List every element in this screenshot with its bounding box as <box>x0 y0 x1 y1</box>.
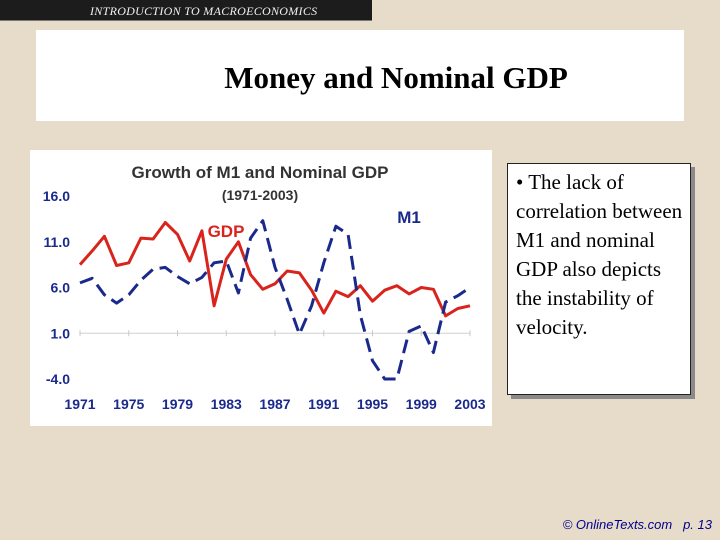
series-label-gdp: GDP <box>208 222 245 241</box>
title-box: Money and Nominal GDP <box>36 30 684 121</box>
x-tick-label: 1979 <box>162 396 193 412</box>
x-tick-label: 2003 <box>454 396 485 412</box>
series-line-m1 <box>79 219 471 381</box>
x-tick-label: 1991 <box>308 396 339 412</box>
banner-text: INTRODUCTION TO MACROECONOMICS <box>90 4 318 18</box>
page-title: Money and Nominal GDP <box>224 60 568 95</box>
x-tick-label: 1995 <box>357 396 388 412</box>
header-banner: INTRODUCTION TO MACROECONOMICS <box>0 0 372 21</box>
y-tick-label: 11.0 <box>44 234 71 250</box>
text-box: • The lack of correlation between M1 and… <box>507 163 691 395</box>
series-labels: GDP M1 <box>208 208 421 241</box>
page-number: p. 13 <box>683 517 712 532</box>
y-tick-label: 1.0 <box>51 325 71 341</box>
chart-title: Growth of M1 and Nominal GDP <box>132 163 389 182</box>
series-group <box>78 219 471 381</box>
footer: © OnlineTexts.com p. 13 <box>563 517 712 532</box>
series-line-gdp <box>78 221 471 318</box>
y-tick-label: 16.0 <box>43 188 70 204</box>
y-tick-label: -4.0 <box>46 371 70 387</box>
copyright-text: © OnlineTexts.com <box>562 517 673 532</box>
bullet-text: • The lack of correlation between M1 and… <box>516 170 683 339</box>
series-label-m1: M1 <box>397 208 421 227</box>
axes: 16.0 11.0 6.0 1.0 -4.0 1971 1975 1979 1983 1987 19… <box>43 188 486 412</box>
x-tick-label: 1987 <box>259 396 290 412</box>
x-tick-label: 1983 <box>211 396 242 412</box>
chart-svg: Growth of M1 and Nominal GDP (1971-2003)… <box>43 163 486 412</box>
chart-container: Growth of M1 and Nominal GDP (1971-2003)… <box>30 150 492 426</box>
chart-subtitle: (1971-2003) <box>222 187 298 203</box>
x-tick-label: 1999 <box>406 396 437 412</box>
x-tick-label: 1975 <box>113 396 144 412</box>
x-tick-label: 1971 <box>64 396 95 412</box>
y-tick-label: 6.0 <box>51 280 71 296</box>
